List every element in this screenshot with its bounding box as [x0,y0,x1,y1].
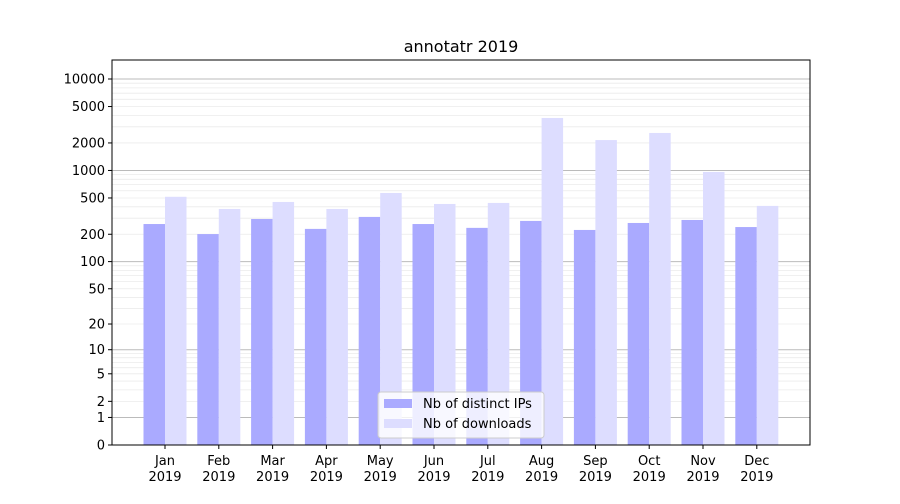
x-tick-label: 2019 [525,470,558,485]
x-tick-label: Jul [479,454,496,469]
bar-ips [304,228,327,445]
legend-swatch [384,419,412,428]
bar-downloads [649,132,671,446]
bar-ips [520,220,542,445]
y-tick-label: 200 [80,228,105,243]
bar-downloads [595,140,617,445]
bar-ips [251,219,273,445]
x-tick-label: Dec [744,454,769,469]
bar-ips [197,234,219,445]
bar-downloads [272,201,295,445]
y-tick-label: 50 [88,282,105,297]
y-tick-label: 2000 [72,136,105,151]
x-tick-label: Apr [315,454,338,469]
plot-frame [111,59,811,446]
x-tick-label: 2019 [417,470,450,485]
x-tick-label: May [367,454,394,469]
bar-ips [412,224,434,445]
bar-ips [143,224,165,445]
y-tick-label: 5 [97,367,105,382]
y-tick-label: 0 [97,439,105,454]
legend-swatch [384,399,412,408]
bar-downloads [326,208,348,445]
x-tick-label: Mar [260,454,285,469]
x-tick-label: 2019 [202,470,235,485]
y-tick-label: 100 [80,255,105,270]
bar-downloads [756,205,779,445]
bar-ips [358,216,381,445]
bar-ips [466,227,488,445]
y-tick-label: 20 [88,318,105,333]
x-tick-label: Aug [529,454,554,469]
bar-downloads [703,171,725,445]
x-tick-label: 2019 [686,470,719,485]
x-tick-label: 2019 [310,470,343,485]
x-tick-label: Jun [423,454,444,469]
x-tick-label: Nov [690,454,716,469]
x-tick-label: Feb [207,454,230,469]
bar-downloads [541,117,564,445]
legend-box [377,391,545,439]
bar-downloads [165,196,187,445]
bar-downloads [218,208,241,445]
bar-ips [573,229,596,445]
x-tick-label: 2019 [256,470,289,485]
chart-title: annotatr 2019 [404,37,519,56]
x-tick-label: Jan [154,454,175,469]
bar-ips [627,222,650,445]
x-tick-label: Sep [583,454,608,469]
bar-ips [681,219,703,445]
legend-label: Nb of distinct IPs [423,397,532,412]
x-tick-label: 2019 [471,470,504,485]
y-tick-label: 2 [97,395,105,410]
bar-ips [735,227,757,445]
bar-downloads [434,203,456,445]
x-tick-label: 2019 [364,470,397,485]
bar-downloads [380,192,402,445]
y-tick-label: 10 [88,343,105,358]
y-tick-label: 10000 [64,72,105,87]
x-tick-label: 2019 [148,470,181,485]
x-tick-label: 2019 [740,470,773,485]
x-tick-label: 2019 [579,470,612,485]
bar-downloads [487,202,510,445]
x-tick-label: Oct [638,454,660,469]
legend-label: Nb of downloads [423,417,532,432]
y-tick-label: 5000 [72,100,105,115]
x-tick-label: 2019 [633,470,666,485]
y-tick-label: 1 [97,411,105,426]
y-tick-label: 500 [80,191,105,206]
y-tick-label: 1000 [72,164,105,179]
